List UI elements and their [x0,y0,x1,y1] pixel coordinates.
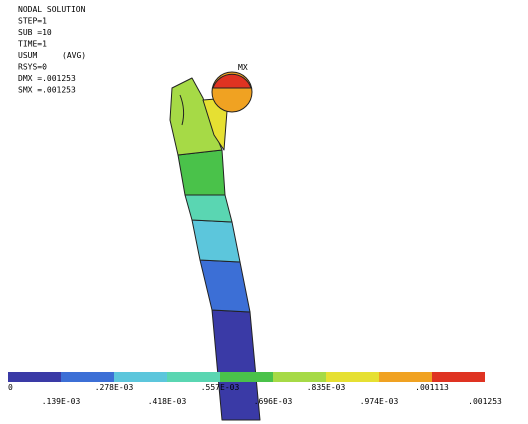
shaft-band [200,260,250,312]
legend-label: .557E-03 [201,383,240,392]
legend-swatch [432,372,485,382]
header-line: RSYS=0 [18,63,47,72]
header-line: TIME=1 [18,40,47,49]
model [170,72,260,420]
header-line: SUB =10 [18,28,52,37]
legend-label: .278E-03 [95,383,134,392]
legend-swatch [114,372,167,382]
legend-label: 0 [8,383,13,392]
legend-swatch [326,372,379,382]
avg-tag: (AVG) [62,51,86,60]
contour-plot: MX NODAL SOLUTION STEP=1 SUB =10 TIME=1 USUM… [0,0,528,424]
header-line: NODAL SOLUTION [18,5,86,14]
header-line: DMX =.001253 [18,74,76,83]
legend-label: .974E-03 [360,397,399,406]
legend-swatch [220,372,273,382]
legend-label: .001253 [468,397,502,406]
legend-label: .139E-03 [42,397,81,406]
shaft-band [178,150,225,195]
header-line: USUM [18,51,37,60]
max-label: MX [238,63,248,72]
shaft-band [192,220,240,262]
legend-label: .001113 [415,383,449,392]
femoral-head-top [213,74,251,88]
legend-label: .418E-03 [148,397,187,406]
header-line: SMX =.001253 [18,86,76,95]
legend-swatch [273,372,326,382]
legend-swatch [8,372,61,382]
legend-swatch [167,372,220,382]
shaft-band [185,195,232,222]
legend-swatch [379,372,432,382]
header-line: STEP=1 [18,17,47,26]
header: NODAL SOLUTION STEP=1 SUB =10 TIME=1 USUM RSY… [18,5,86,95]
legend-label: .696E-03 [254,397,293,406]
legend-label: .835E-03 [307,383,346,392]
legend-swatch [61,372,114,382]
